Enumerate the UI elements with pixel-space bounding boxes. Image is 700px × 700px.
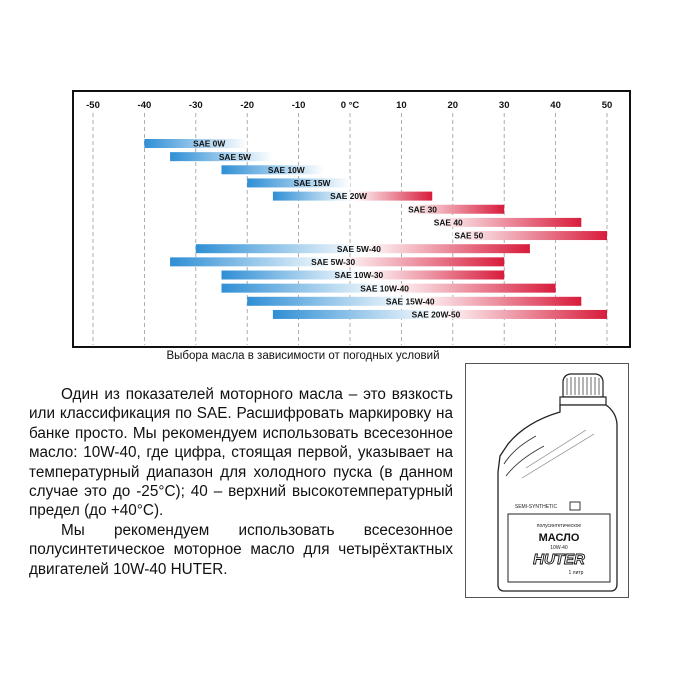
range-bar xyxy=(452,231,607,241)
bar-label: SAE 20W-50 xyxy=(412,310,461,320)
bar-label: SAE 5W-30 xyxy=(311,257,355,267)
range-bar xyxy=(272,191,433,201)
product-image-frame: SEMI-SYNTHETIC полусинтетическое МАСЛО 1… xyxy=(465,363,629,598)
range-bar xyxy=(221,165,325,175)
range-bar xyxy=(144,139,248,148)
x-tick-label: -10 xyxy=(292,100,306,111)
range-bar xyxy=(406,204,505,214)
range-bar xyxy=(247,178,350,188)
chart-bars: SAE 0W SAE 5W SAE 10W SAE 15W SAE 20W SAE 30 S… xyxy=(144,139,607,320)
product-grade-text: 10W-40 xyxy=(550,545,568,551)
paragraph-recommendation: Мы рекомендуем использовать всесезонное … xyxy=(29,521,453,578)
bar-label: SAE 5W-40 xyxy=(337,244,381,254)
bar-label: SAE 15W xyxy=(294,178,331,188)
bar-label: SAE 10W xyxy=(268,165,305,175)
chart-caption: Выбора масла в зависимости от погодных у… xyxy=(166,350,440,362)
product-name-text: МАСЛО xyxy=(539,532,580,544)
x-tick-label: 20 xyxy=(448,100,459,111)
chart-frame xyxy=(72,90,631,348)
bar-label: SAE 30 xyxy=(408,204,437,214)
oil-viscosity-chart: -50 -40 -30 -20 -10 0 °C 10 20 30 40 50 SAE 0WSAE … xyxy=(72,90,631,348)
x-tick-label: -40 xyxy=(138,100,152,111)
product-type-text: полусинтетическое xyxy=(537,523,582,529)
bar-label: SAE 5W xyxy=(219,152,251,162)
x-tick-label: -30 xyxy=(189,100,203,111)
paragraph-viscosity: Один из показателей моторного масла – эт… xyxy=(29,386,453,520)
oil-canister-illustration: SEMI-SYNTHETIC полусинтетическое МАСЛО 1… xyxy=(497,373,618,592)
range-bar xyxy=(195,244,530,254)
x-tick-label: -20 xyxy=(240,100,254,111)
x-tick-label: 30 xyxy=(499,100,510,111)
range-bar xyxy=(221,270,505,280)
x-axis-ticks: -50 -40 -30 -20 -10 0 °C 10 20 30 40 50 xyxy=(86,100,612,111)
x-tick-label: 50 xyxy=(602,100,613,111)
brand-logo: HUTER xyxy=(533,551,585,568)
range-bar xyxy=(272,309,607,319)
bar-label: SAE 10W-30 xyxy=(334,270,383,280)
bar-label: SAE 10W-40 xyxy=(360,283,409,293)
x-tick-label: 0 °C xyxy=(341,100,360,111)
bar-label: SAE 20W xyxy=(330,191,367,201)
x-tick-label: -50 xyxy=(86,100,100,111)
bar-label: SAE 15W-40 xyxy=(386,296,435,306)
range-bar xyxy=(247,296,582,306)
range-bar xyxy=(221,283,556,293)
bar-label: SAE 0W xyxy=(193,139,225,149)
range-bar xyxy=(170,257,505,267)
range-bar xyxy=(432,217,582,227)
x-tick-label: 10 xyxy=(396,100,407,111)
chart-grid xyxy=(92,113,608,345)
side-label-text: SEMI-SYNTHETIC xyxy=(515,504,558,510)
body-text: Один из показателей моторного масла – эт… xyxy=(29,385,453,579)
bar-label: SAE 50 xyxy=(454,231,483,241)
range-bar xyxy=(170,152,273,162)
product-volume-text: 1 литр xyxy=(569,570,584,576)
level-window-icon xyxy=(569,501,581,511)
bar-label: SAE 40 xyxy=(434,218,463,228)
x-tick-label: 40 xyxy=(550,100,561,111)
